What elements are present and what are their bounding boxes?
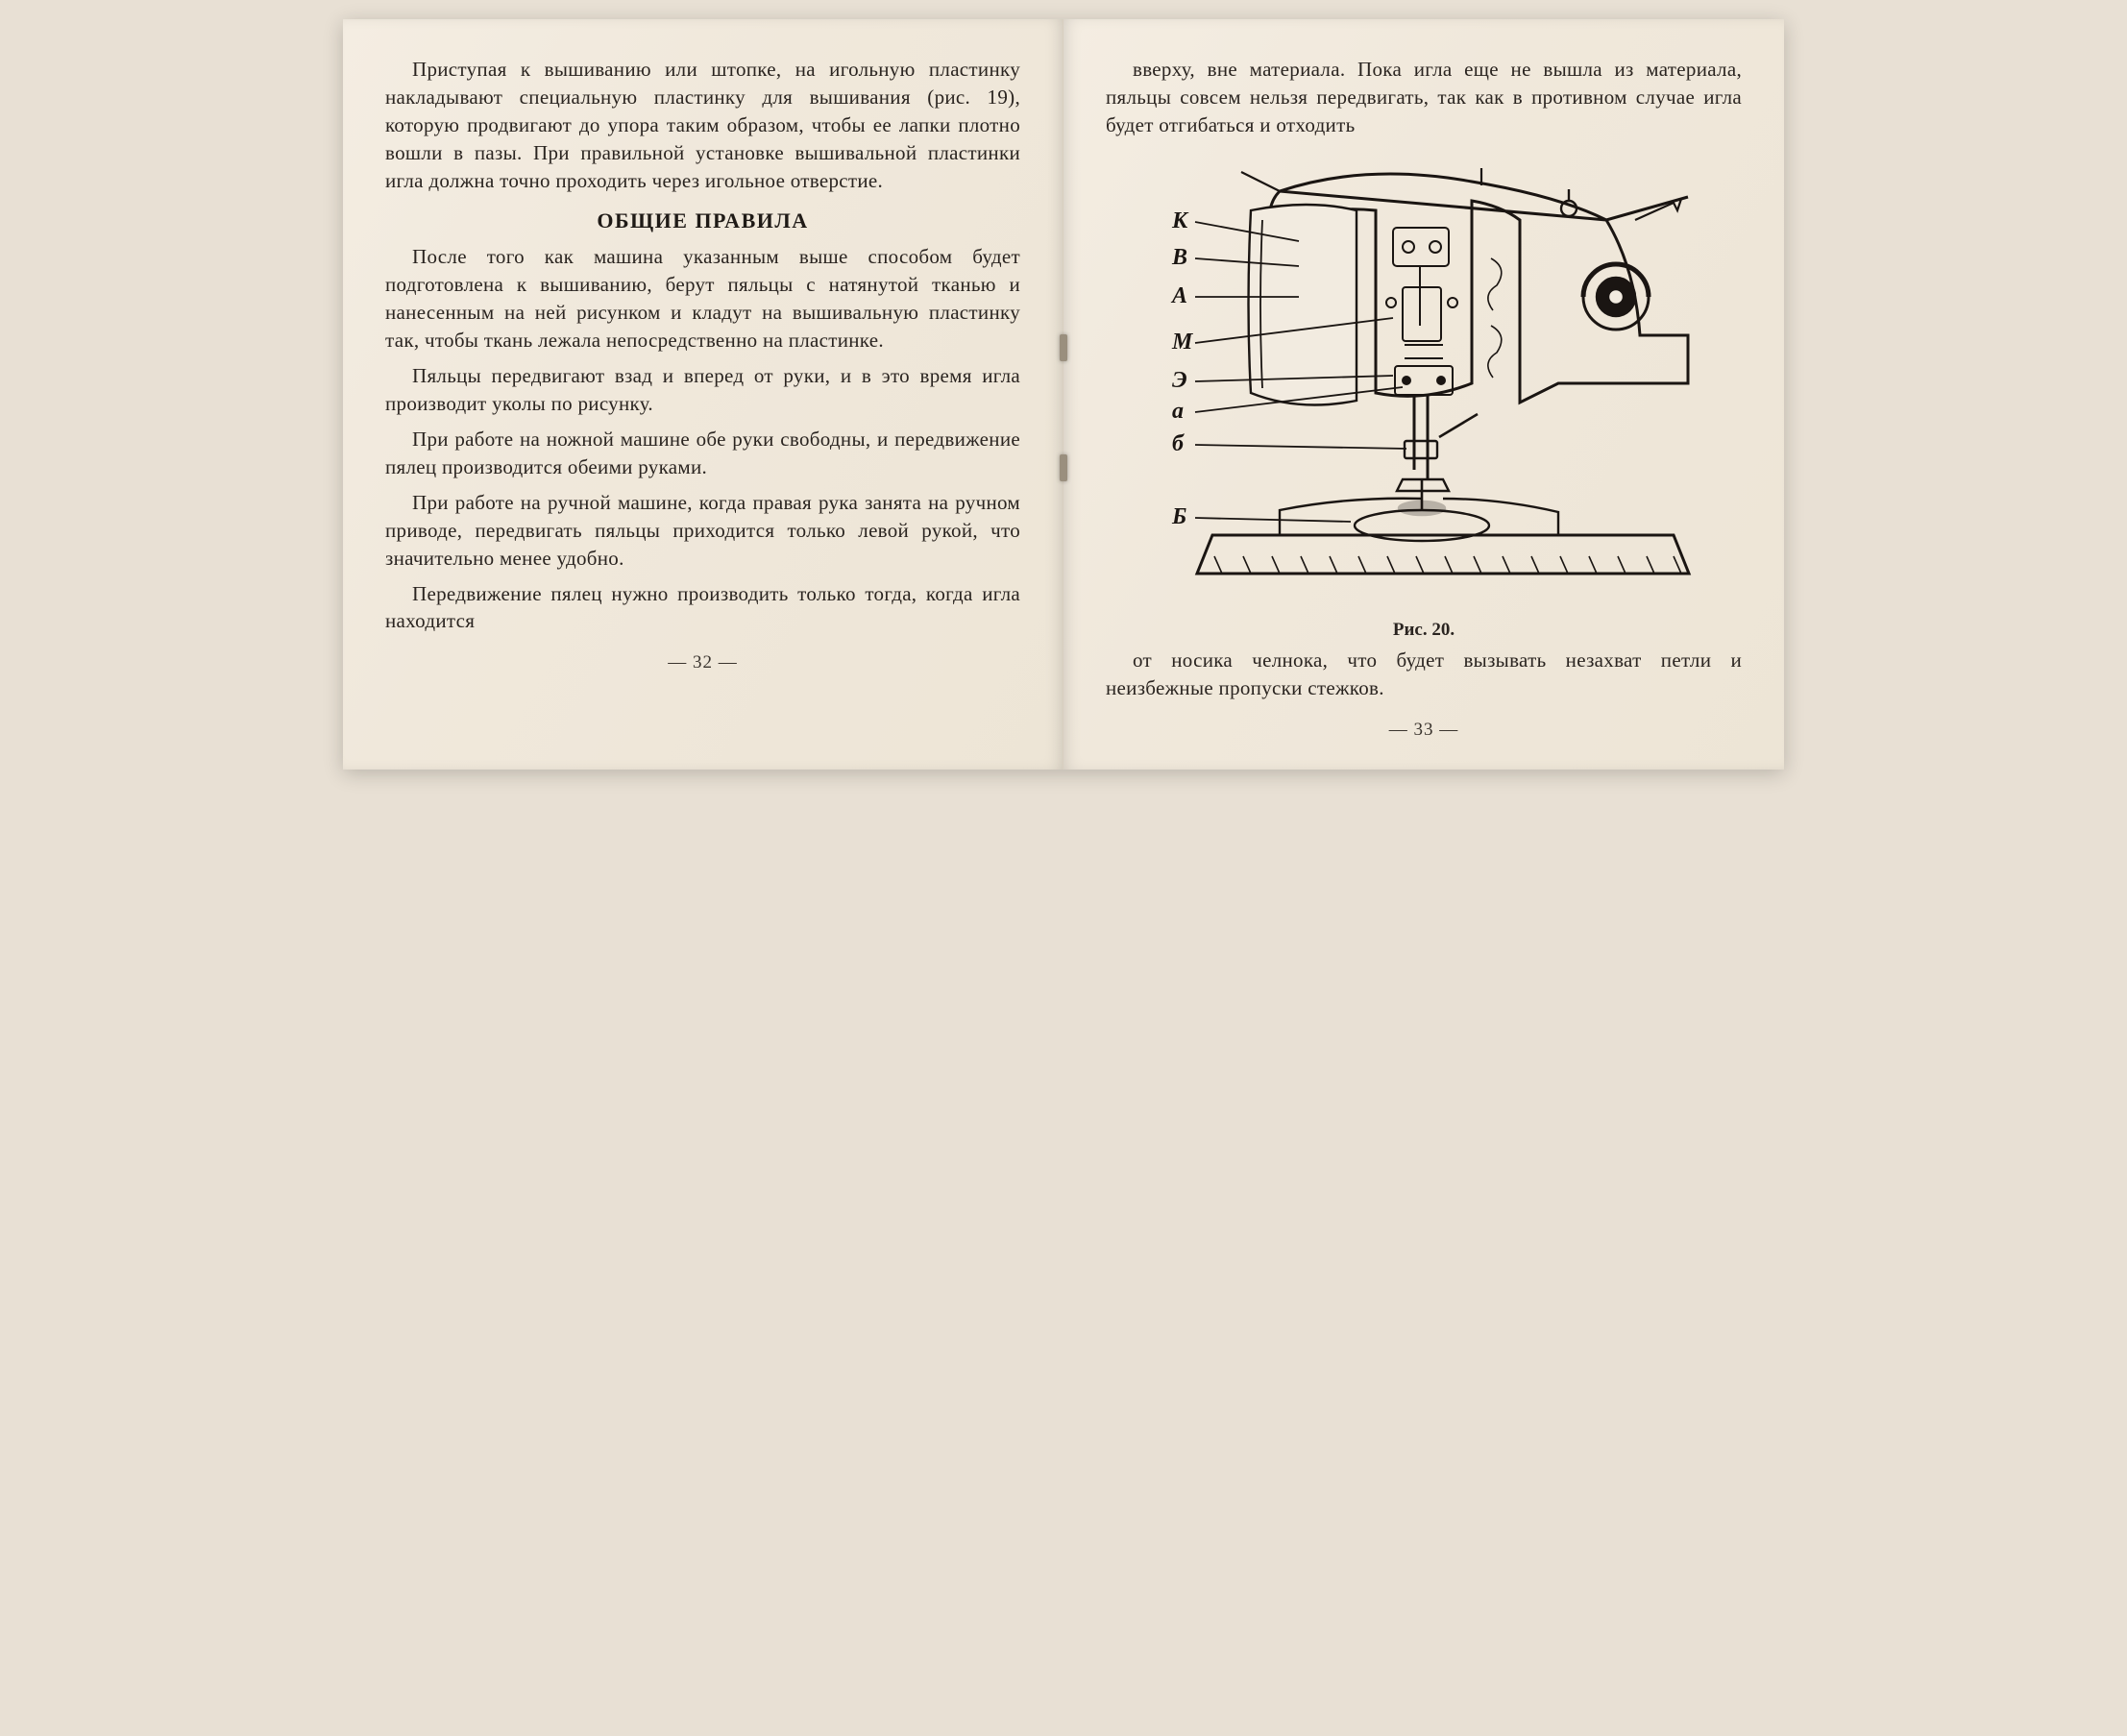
callout-label: Э — [1172, 368, 1187, 393]
page-number-right: — 33 — — [1106, 720, 1742, 741]
callout-label: К — [1171, 208, 1189, 233]
sewing-machine-diagram: К В А М Э а б Б — [1155, 153, 1693, 614]
left-page: Приступая к вышиванию или штопке, на иго… — [343, 19, 1064, 770]
para-6: Передвижение пялец нужно производить тол… — [385, 580, 1020, 636]
callout-label: А — [1170, 283, 1187, 308]
callout-label: М — [1171, 330, 1194, 355]
callout-label: б — [1172, 431, 1185, 456]
para-1: Приступая к вышиванию или штопке, на иго… — [385, 56, 1020, 195]
para-r1: вверху, вне материала. Пока игла еще не … — [1106, 56, 1742, 139]
para-r2: от носика челнока, что будет вызывать не… — [1106, 647, 1742, 702]
callout-label: В — [1171, 245, 1187, 270]
page-number-left: — 32 — — [385, 652, 1020, 673]
figure-20: К В А М Э а б Б Рис. 20. — [1106, 153, 1742, 641]
book-spread: Приступая к вышиванию или штопке, на иго… — [343, 19, 1784, 770]
staple-icon — [1060, 334, 1067, 361]
section-heading: ОБЩИЕ ПРАВИЛА — [385, 208, 1020, 233]
figure-caption: Рис. 20. — [1106, 620, 1742, 641]
para-2: После того как машина указанным выше спо… — [385, 243, 1020, 355]
right-page: вверху, вне материала. Пока игла еще не … — [1064, 19, 1784, 770]
para-4: При работе на ножной машине обе руки сво… — [385, 426, 1020, 481]
staple-icon — [1060, 454, 1067, 481]
para-5: При работе на ручной машине, когда права… — [385, 489, 1020, 573]
callout-label: а — [1172, 399, 1184, 424]
callout-label: Б — [1171, 504, 1186, 529]
para-3: Пяльцы передвигают взад и вперед от руки… — [385, 362, 1020, 418]
